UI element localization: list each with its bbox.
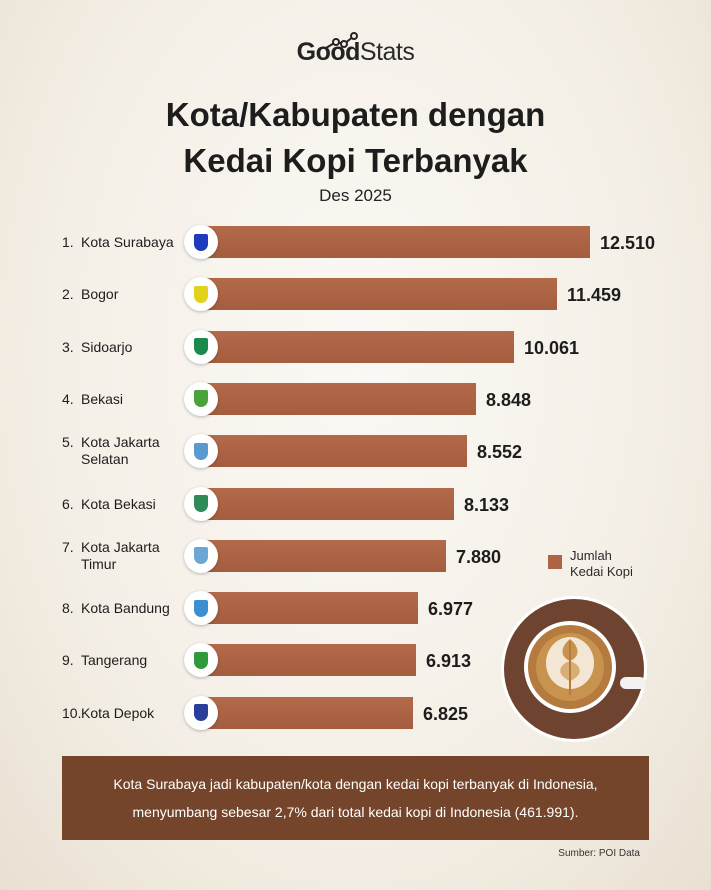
category-name: Kota Jakarta [81, 434, 160, 451]
category-name: Bekasi [81, 390, 124, 407]
bar [200, 382, 476, 415]
kota-bekasi-emblem-icon [194, 495, 208, 512]
rank-number: 7. [62, 538, 74, 555]
category-name: Kota Jakarta [81, 538, 160, 555]
emblem-badge [184, 486, 218, 521]
emblem-badge [184, 643, 218, 678]
rank-number: 4. [62, 390, 74, 407]
tangerang-emblem-icon [194, 651, 208, 669]
value-label: 8.133 [464, 494, 510, 515]
bar-row: 4. Bekasi 8.848 [0, 381, 711, 416]
category-name: Bogor [81, 286, 119, 303]
value-label: 7.880 [456, 546, 502, 567]
category-label: 4. Bekasi [62, 391, 123, 408]
note-line-2: menyumbang sebesar 2,7% dari total kedai… [132, 804, 579, 820]
bar-row: 8. Kota Bandung 6.977 [0, 591, 711, 626]
emblem-badge [184, 277, 218, 312]
category-label: 8. Kota Bandung [62, 600, 170, 617]
category-label: 9. Tangerang [62, 652, 147, 669]
value-label: 6.913 [426, 651, 472, 672]
emblem-badge [184, 434, 218, 469]
bar [200, 330, 514, 363]
emblem-badge [184, 538, 218, 573]
bar [200, 644, 416, 677]
rank-number: 5. [62, 434, 74, 451]
category-name-line-2: Timur [81, 555, 117, 572]
value-label: 6.825 [423, 703, 469, 724]
bar [200, 487, 454, 520]
summary-note: Kota Surabaya jadi kabupaten/kota dengan… [62, 756, 649, 840]
logo-good: Good [296, 38, 361, 66]
goodstats-logo: GoodStats [0, 32, 711, 67]
chart-title: Kota/Kabupaten dengan Kedai Kopi Terbany… [0, 92, 711, 184]
rank-number: 10. [62, 704, 82, 721]
source-credit: Sumber: POI Data [558, 848, 640, 859]
legend-swatch [548, 555, 562, 569]
trend-line-icon [325, 32, 358, 49]
value-label: 12.510 [600, 233, 656, 253]
note-line-1: Kota Surabaya jadi kabupaten/kota dengan… [113, 776, 598, 792]
depok-emblem-icon [194, 704, 208, 722]
title-line-1: Kota/Kabupaten dengan [165, 96, 546, 133]
bekasi-emblem-icon [194, 390, 208, 408]
bar [200, 592, 418, 625]
emblem-badge [184, 695, 218, 730]
bar-row: 6. Kota Bekasi 8.133 [0, 486, 711, 521]
bar-row: 7. Kota Jakarta Timur 7.880 [0, 538, 711, 573]
value-label: 10.061 [524, 337, 580, 358]
emblem-badge [184, 225, 218, 259]
bar [200, 696, 413, 729]
category-label: 10.Kota Depok [62, 705, 154, 722]
bandung-emblem-icon [194, 599, 208, 617]
bar [200, 539, 446, 572]
category-name: Kota Bekasi [81, 495, 156, 512]
rank-number: 9. [62, 652, 74, 669]
bar-row: 5. Kota Jakarta Selatan 8.552 [0, 434, 711, 469]
category-label: 7. Kota Jakarta Timur [62, 539, 160, 573]
rank-number: 1. [62, 234, 74, 250]
rank-number: 8. [62, 600, 74, 617]
category-label: 5. Kota Jakarta Selatan [62, 434, 160, 468]
bar-row: 9. Tangerang 6.913 [0, 643, 711, 678]
emblem-badge [184, 381, 218, 416]
rank-number: 3. [62, 338, 74, 355]
bar-row: 10.Kota Depok 6.825 [0, 695, 711, 730]
bar [200, 226, 590, 258]
bar-row: 3. Sidoarjo 10.061 [0, 329, 711, 364]
category-name: Kota Surabaya [81, 234, 174, 250]
value-label: 11.459 [567, 285, 622, 306]
rank-number: 2. [62, 286, 74, 303]
category-label: 1. Kota Surabaya [62, 234, 174, 251]
surabaya-emblem-icon [194, 233, 208, 251]
category-name: Kota Depok [81, 704, 155, 721]
bar-row: 1. Kota Surabaya 12.510 [0, 225, 711, 259]
title-line-2: Kedai Kopi Terbanyak [183, 142, 528, 179]
value-label: 8.848 [486, 389, 532, 410]
jakarta-selatan-emblem-icon [194, 442, 208, 460]
value-label: 6.977 [428, 599, 474, 620]
category-name: Tangerang [81, 652, 148, 669]
legend-label: Jumlah Kedai Kopi [570, 548, 633, 579]
bar-row: 2. Bogor 11.459 [0, 277, 711, 312]
jakarta-timur-emblem-icon [194, 547, 208, 565]
value-label: 8.552 [477, 442, 523, 463]
category-name: Sidoarjo [81, 338, 133, 355]
rank-number: 6. [62, 495, 74, 512]
emblem-badge [184, 329, 218, 364]
category-label: 3. Sidoarjo [62, 339, 132, 356]
bar [200, 278, 557, 311]
category-name: Kota Bandung [81, 600, 170, 617]
category-label: 6. Kota Bekasi [62, 496, 156, 513]
bar [200, 435, 467, 468]
bogor-emblem-icon [194, 285, 208, 303]
category-name-line-2: Selatan [81, 451, 129, 468]
category-label: 2. Bogor [62, 286, 118, 303]
chart-subtitle: Des 2025 [319, 186, 392, 205]
coffee-cup-image [501, 596, 647, 742]
logo-stats: Stats [359, 38, 415, 66]
sidoarjo-emblem-icon [194, 338, 208, 356]
emblem-badge [184, 591, 218, 626]
